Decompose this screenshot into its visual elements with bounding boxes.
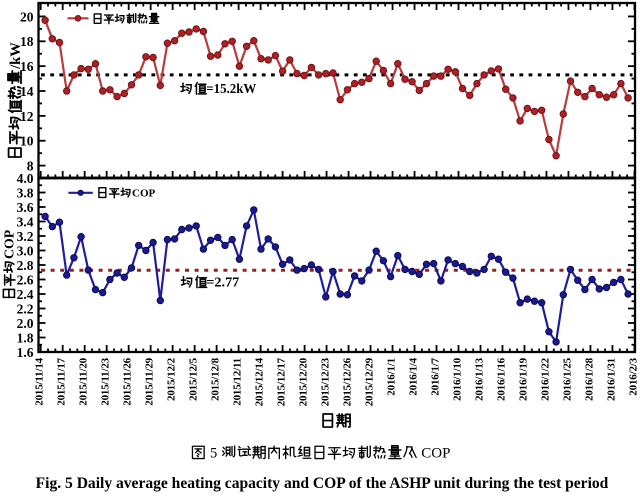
svg-text:2.2: 2.2 <box>17 301 34 316</box>
svg-text:/kW: /kW <box>8 42 24 70</box>
svg-text:2016/1/31: 2016/1/31 <box>605 358 617 401</box>
svg-text:2016/1/1: 2016/1/1 <box>385 358 397 396</box>
svg-text:2016/1/10: 2016/1/10 <box>451 357 463 401</box>
svg-text:COP: COP <box>2 229 17 259</box>
svg-text:2015/12/29: 2015/12/29 <box>364 357 376 406</box>
svg-text:2015/12/8: 2015/12/8 <box>210 357 222 401</box>
svg-text:COP: COP <box>132 188 156 200</box>
svg-text:2015/12/11: 2015/12/11 <box>232 358 244 406</box>
svg-text:2015/11/29: 2015/11/29 <box>144 357 156 405</box>
svg-text:2015/12/23: 2015/12/23 <box>320 357 332 406</box>
svg-text:2015/12/5: 2015/12/5 <box>188 357 200 401</box>
svg-text:1.6: 1.6 <box>17 345 34 360</box>
svg-text:2016/1/4: 2016/1/4 <box>407 357 419 395</box>
svg-text:2015/11/17: 2015/11/17 <box>56 357 68 405</box>
svg-text:10: 10 <box>20 134 34 149</box>
svg-text:2016/1/7: 2016/1/7 <box>429 357 441 395</box>
svg-text:2016/1/19: 2016/1/19 <box>517 357 529 401</box>
svg-text:2015/11/23: 2015/11/23 <box>100 357 112 405</box>
svg-text:2015/11/14: 2015/11/14 <box>34 357 46 405</box>
svg-text:3.2: 3.2 <box>17 229 34 244</box>
svg-text:20: 20 <box>20 9 34 24</box>
svg-text:3.0: 3.0 <box>17 243 34 258</box>
svg-text:12: 12 <box>20 109 34 124</box>
svg-text:3.6: 3.6 <box>17 200 34 215</box>
svg-text:14: 14 <box>20 84 34 99</box>
svg-text:2015/12/14: 2015/12/14 <box>254 357 266 406</box>
svg-text:2015/12/26: 2015/12/26 <box>342 357 354 406</box>
svg-text:8: 8 <box>27 158 34 173</box>
svg-text:2015/12/2: 2015/12/2 <box>166 357 178 401</box>
svg-text:COP: COP <box>421 446 450 462</box>
svg-text:2016/1/28: 2016/1/28 <box>583 357 595 401</box>
svg-text:2015/11/26: 2015/11/26 <box>122 357 134 405</box>
svg-text:3.4: 3.4 <box>17 214 34 229</box>
svg-text:18: 18 <box>20 34 34 49</box>
svg-text:1.8: 1.8 <box>17 330 34 345</box>
svg-text:2016/1/16: 2016/1/16 <box>495 357 507 401</box>
svg-text:2015/12/20: 2015/12/20 <box>298 357 310 406</box>
svg-text:2.0: 2.0 <box>17 316 34 331</box>
svg-text:16: 16 <box>20 59 34 74</box>
svg-text:4.0: 4.0 <box>17 171 34 186</box>
svg-text:2015/12/17: 2015/12/17 <box>276 357 288 406</box>
svg-text:5: 5 <box>210 446 217 462</box>
svg-text:2016/1/22: 2016/1/22 <box>539 357 551 401</box>
svg-text:3.8: 3.8 <box>17 185 34 200</box>
svg-text:2.4: 2.4 <box>17 287 34 302</box>
svg-text:2016/1/25: 2016/1/25 <box>561 357 573 401</box>
svg-text:=15.2kW: =15.2kW <box>206 82 256 97</box>
svg-text:=2.77: =2.77 <box>206 276 239 291</box>
svg-text:2015/11/20: 2015/11/20 <box>78 357 90 405</box>
svg-text:2016/2/3: 2016/2/3 <box>627 357 639 395</box>
svg-text:2.6: 2.6 <box>17 272 34 287</box>
svg-text:2.8: 2.8 <box>17 258 34 273</box>
svg-text:2016/1/13: 2016/1/13 <box>473 357 485 401</box>
svg-text:Fig. 5 Daily average heating c: Fig. 5 Daily average heating capacity an… <box>36 475 609 492</box>
